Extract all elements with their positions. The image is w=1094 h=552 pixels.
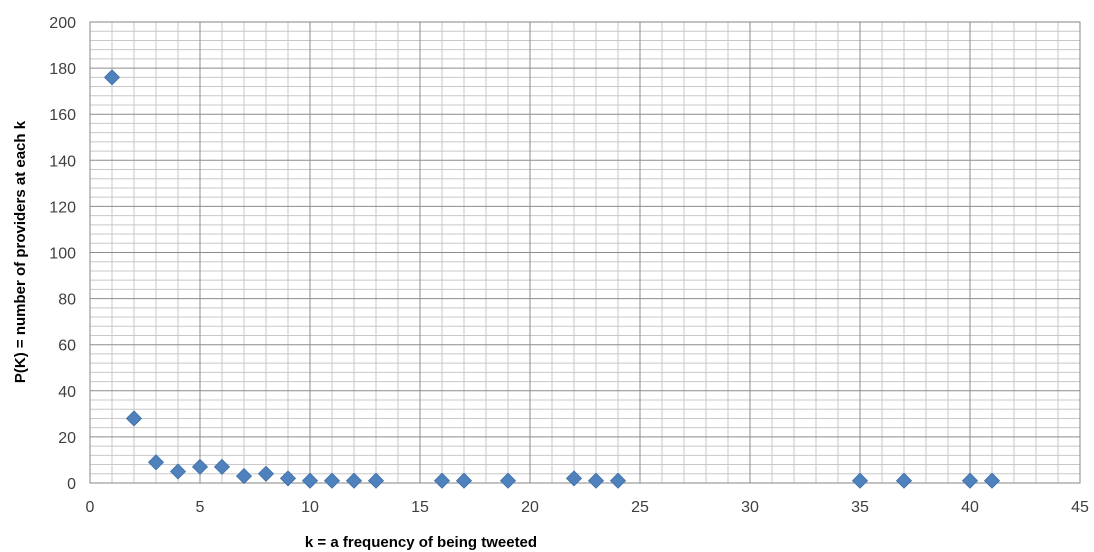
plot-area-border	[89, 21, 1081, 484]
x-tick-label: 10	[301, 499, 319, 516]
data-point	[587, 472, 605, 489]
data-point	[983, 472, 1001, 489]
x-axis-tick-labels: 0 5 10 15 20 25 30 35 40 45	[86, 499, 1089, 516]
data-point	[103, 69, 121, 86]
x-tick-label: 35	[851, 499, 869, 516]
data-point	[235, 468, 253, 485]
y-tick-label: 160	[49, 107, 76, 124]
x-tick-label: 15	[411, 499, 429, 516]
data-point	[125, 410, 143, 427]
data-point	[279, 470, 297, 487]
data-point	[609, 472, 627, 489]
y-axis-tick-labels: 0 20 40 60 80 100 120 140 160 180 200	[49, 15, 76, 493]
y-tick-label: 0	[67, 476, 76, 493]
x-tick-label: 40	[961, 499, 979, 516]
y-tick-label: 20	[58, 430, 76, 447]
x-tick-label: 5	[196, 499, 205, 516]
data-point	[345, 472, 363, 489]
x-tick-label: 45	[1071, 499, 1089, 516]
y-tick-label: 100	[49, 246, 76, 263]
data-point	[169, 463, 187, 480]
y-tick-label: 140	[49, 153, 76, 170]
data-point	[455, 472, 473, 489]
data-point	[367, 472, 385, 489]
data-point	[257, 465, 275, 482]
data-points	[103, 69, 1001, 489]
data-point	[147, 454, 165, 471]
major-gridlines	[89, 21, 1081, 484]
data-point	[433, 472, 451, 489]
data-point	[499, 472, 517, 489]
y-tick-label: 60	[58, 338, 76, 355]
data-point	[301, 472, 319, 489]
y-tick-label: 120	[49, 199, 76, 216]
data-point	[851, 472, 869, 489]
x-axis-title: k = a frequency of being tweeted	[305, 534, 537, 551]
x-tick-label: 25	[631, 499, 649, 516]
y-tick-label: 80	[58, 292, 76, 309]
data-point	[323, 472, 341, 489]
data-point	[961, 472, 979, 489]
y-tick-label: 200	[49, 15, 76, 32]
x-tick-label: 30	[741, 499, 759, 516]
y-tick-label: 40	[58, 384, 76, 401]
x-tick-label: 20	[521, 499, 539, 516]
y-tick-label: 180	[49, 61, 76, 78]
data-point	[213, 458, 231, 475]
data-point	[895, 472, 913, 489]
x-tick-label: 0	[86, 499, 95, 516]
data-point	[565, 470, 583, 487]
y-axis-title: P(K) = number of providers at each k	[12, 120, 29, 383]
data-point	[191, 458, 209, 475]
